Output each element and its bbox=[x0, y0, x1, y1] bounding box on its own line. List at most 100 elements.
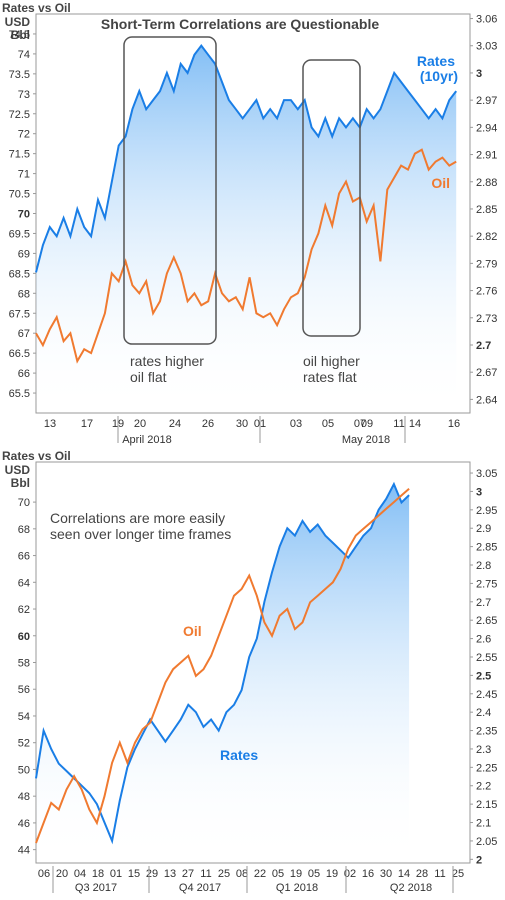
x-tick-label: 01 bbox=[110, 868, 122, 880]
right-tick-label: 2.6 bbox=[476, 634, 491, 646]
left-axis-label: USD bbox=[5, 15, 31, 29]
right-tick-label: 2.15 bbox=[476, 799, 497, 811]
right-tick-label: 3.05 bbox=[476, 468, 497, 480]
right-tick-label: 2.5 bbox=[476, 670, 491, 682]
right-tick-label: 3.06 bbox=[476, 14, 497, 26]
x-tick-label: 03 bbox=[290, 418, 302, 430]
left-tick-label: 65.5 bbox=[9, 388, 30, 400]
left-tick-label: 64 bbox=[18, 577, 30, 589]
annotation-text: oil flat bbox=[130, 369, 167, 385]
rates-series-label: (10yr) bbox=[420, 68, 458, 84]
x-tick-label: 13 bbox=[44, 418, 56, 430]
x-tick-label: 05 bbox=[322, 418, 334, 430]
left-tick-label: 46 bbox=[18, 818, 30, 830]
x-quarter-label: Q4 2017 bbox=[179, 882, 221, 894]
left-tick-label: 68 bbox=[18, 288, 30, 300]
x-tick-label: 20 bbox=[134, 418, 146, 430]
right-tick-label: 2.88 bbox=[476, 177, 497, 189]
rates-series-line bbox=[35, 44, 457, 273]
left-tick-label: 67 bbox=[18, 328, 30, 340]
left-tick-label: 70.5 bbox=[9, 189, 30, 201]
x-tick-label: 27 bbox=[182, 868, 194, 880]
right-tick-label: 2.76 bbox=[476, 286, 497, 298]
right-tick-label: 2.97 bbox=[476, 95, 497, 107]
right-tick-label: 2.75 bbox=[476, 578, 497, 590]
x-tick-label: 15 bbox=[128, 868, 140, 880]
x-quarter-label: Q1 2018 bbox=[276, 882, 318, 894]
annotation-text: seen over longer time frames bbox=[50, 526, 231, 542]
annotation-text: oil higher bbox=[303, 353, 360, 369]
left-tick-label: 52 bbox=[18, 738, 30, 750]
x-month-label: April 2018 bbox=[122, 434, 172, 446]
oil-series-label: Oil bbox=[183, 623, 202, 639]
right-tick-label: 2.95 bbox=[476, 505, 497, 517]
left-tick-label: 70 bbox=[18, 209, 30, 221]
right-tick-label: 2.35 bbox=[476, 726, 497, 738]
right-tick-label: 2.55 bbox=[476, 652, 497, 664]
x-tick-label: 30 bbox=[380, 868, 392, 880]
x-tick-label: 22 bbox=[254, 868, 266, 880]
left-tick-label: 68 bbox=[18, 524, 30, 536]
right-tick-label: 2.79 bbox=[476, 258, 497, 270]
left-tick-label: 70 bbox=[18, 497, 30, 509]
left-tick-label: 66 bbox=[18, 551, 30, 563]
right-tick-label: 2.45 bbox=[476, 689, 497, 701]
left-tick-label: 56 bbox=[18, 684, 30, 696]
x-tick-label: 06 bbox=[38, 868, 50, 880]
x-tick-label: 05 bbox=[272, 868, 284, 880]
rates-series-label: Rates bbox=[417, 53, 455, 69]
left-tick-label: 54 bbox=[18, 711, 30, 723]
x-tick-label: 05 bbox=[308, 868, 320, 880]
chart-subtitle: Short-Term Correlations are Questionable bbox=[101, 16, 379, 32]
left-tick-label: 72.5 bbox=[9, 109, 30, 121]
right-tick-label: 3 bbox=[476, 68, 482, 80]
right-tick-label: 2.7 bbox=[476, 597, 491, 609]
x-tick-label: 19 bbox=[290, 868, 302, 880]
x-month-label: May 2018 bbox=[342, 434, 390, 446]
left-tick-label: 71 bbox=[18, 169, 30, 181]
right-tick-label: 2.05 bbox=[476, 836, 497, 848]
left-tick-label: 66.5 bbox=[9, 348, 30, 360]
right-tick-label: 2.9 bbox=[476, 523, 491, 535]
right-tick-label: 2.64 bbox=[476, 394, 497, 406]
oil-series-label: Oil bbox=[431, 175, 450, 191]
chart-title: Rates vs Oil bbox=[2, 1, 71, 15]
left-axis-label: Bbl bbox=[11, 476, 30, 490]
x-tick-label: 17 bbox=[81, 418, 93, 430]
x-quarter-label: Q2 2018 bbox=[390, 882, 432, 894]
x-tick-label: 11 bbox=[393, 418, 404, 430]
x-tick-label: 11 bbox=[434, 868, 445, 880]
x-tick-label: 16 bbox=[448, 418, 460, 430]
annotation-text: rates flat bbox=[303, 369, 357, 385]
right-tick-label: 2.8 bbox=[476, 560, 491, 572]
left-tick-label: 73 bbox=[18, 89, 30, 101]
right-tick-label: 2.91 bbox=[476, 150, 497, 162]
annotation-text: rates higher bbox=[130, 353, 204, 369]
x-tick-label: 02 bbox=[344, 868, 356, 880]
rates-series-line bbox=[35, 481, 410, 845]
right-tick-label: 2.4 bbox=[476, 707, 491, 719]
x-tick-label: 25 bbox=[452, 868, 464, 880]
right-tick-label: 2 bbox=[476, 854, 482, 866]
x-quarter-label: Q3 2017 bbox=[75, 882, 117, 894]
left-tick-label: 66 bbox=[18, 368, 30, 380]
right-tick-label: 2.67 bbox=[476, 367, 497, 379]
x-tick-label: 09 bbox=[361, 418, 373, 430]
annotation-text: Correlations are more easily bbox=[50, 510, 225, 526]
left-tick-label: 58 bbox=[18, 658, 30, 670]
x-tick-label: 14 bbox=[409, 418, 421, 430]
left-tick-label: 69 bbox=[18, 248, 30, 260]
right-tick-label: 2.3 bbox=[476, 744, 491, 756]
left-tick-label: 68.5 bbox=[9, 268, 30, 280]
left-tick-label: 62 bbox=[18, 604, 30, 616]
right-tick-label: 2.65 bbox=[476, 615, 497, 627]
rates-area bbox=[36, 484, 410, 863]
right-tick-label: 2.73 bbox=[476, 313, 497, 325]
x-tick-label: 07 bbox=[354, 418, 366, 430]
left-tick-label: 74 bbox=[18, 49, 30, 61]
x-tick-label: 18 bbox=[92, 868, 104, 880]
oil-series-line bbox=[35, 148, 457, 364]
